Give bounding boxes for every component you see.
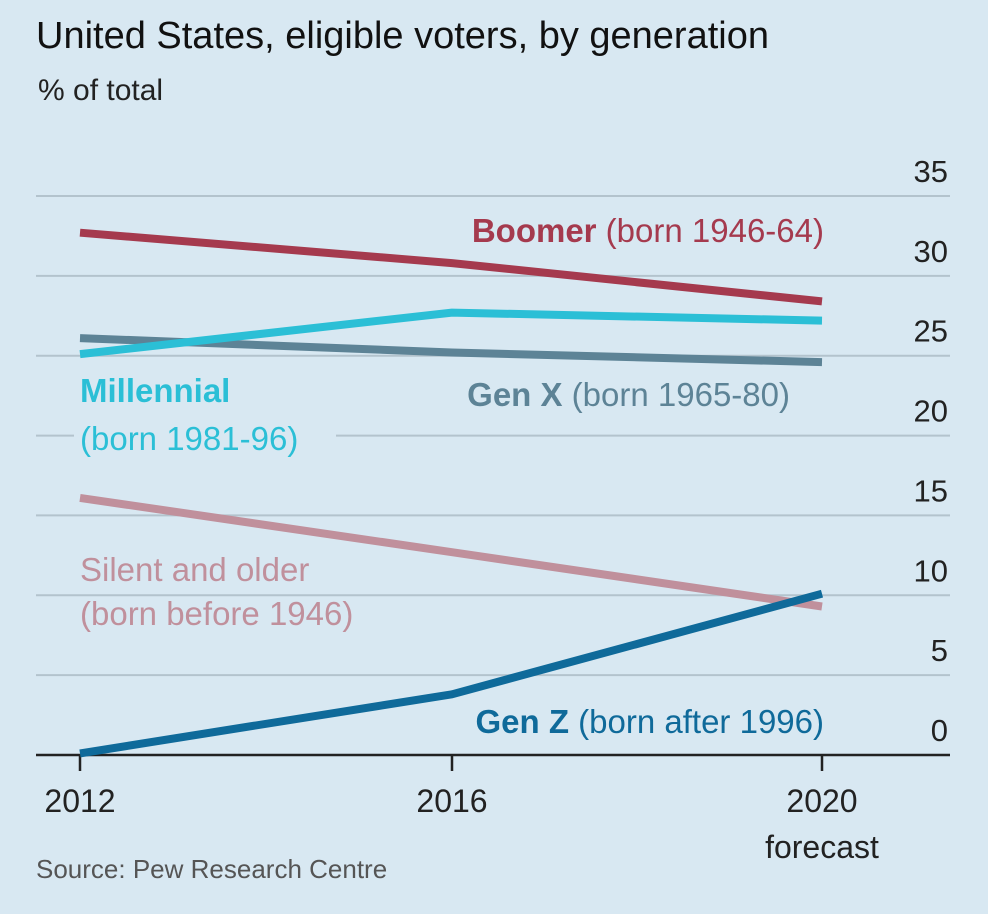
source-note: Source: Pew Research Centre (36, 854, 387, 884)
boomer-label-note: (born 1946-64) (597, 212, 824, 249)
chart-title: United States, eligible voters, by gener… (36, 15, 769, 57)
y-tick-label: 0 (931, 713, 948, 748)
genz-label-name: Gen Z (476, 703, 570, 740)
y-tick-label: 35 (914, 154, 948, 189)
y-axis-ticks: 0 5 10 15 20 25 30 35 (914, 154, 948, 748)
series-line-millennial (79, 308, 823, 359)
series-label-silent: Silent and older (born before 1946) (80, 551, 353, 632)
series-labels: Boomer (born 1946-64) Gen X (born 1965-80… (74, 212, 824, 740)
x-axis: 2012 2016 2020 forecast (36, 753, 950, 865)
millennial-label-bg (74, 420, 336, 464)
silent-label-name: Silent and older (80, 551, 309, 588)
x-tick-label: 2012 (44, 783, 115, 819)
y-tick-label: 25 (914, 314, 948, 349)
y-tick-label: 30 (914, 234, 948, 269)
genz-label: Gen Z (born after 1996) (476, 703, 825, 740)
series-lines (79, 228, 824, 758)
series-label-boomer: Boomer (born 1946-64) (472, 212, 824, 249)
genx-label-note: (born 1965-80) (563, 376, 790, 413)
series-line-gen-z (79, 589, 824, 758)
series-label-millennial: Millennial (born 1981-96) (74, 372, 336, 464)
y-tick-label: 15 (914, 473, 948, 508)
x-tick-sublabel: forecast (765, 829, 879, 865)
silent-label-note: (born before 1946) (80, 595, 353, 632)
x-tick-label: 2016 (416, 783, 487, 819)
genx-label-name: Gen X (467, 376, 562, 413)
millennial-label-name: Millennial (80, 372, 230, 409)
series-label-gen-z: Gen Z (born after 1996) (476, 703, 825, 740)
millennial-label-note: (born 1981-96) (80, 420, 298, 457)
y-tick-label: 10 (914, 553, 948, 588)
series-label-gen-x: Gen X (born 1965-80) (467, 376, 790, 413)
genx-label: Gen X (born 1965-80) (467, 376, 790, 413)
x-tick-label: 2020 (786, 783, 857, 819)
boomer-label: Boomer (born 1946-64) (472, 212, 824, 249)
y-tick-label: 5 (931, 633, 948, 668)
series-line-boomer (79, 228, 823, 306)
boomer-label-name: Boomer (472, 212, 597, 249)
y-tick-label: 20 (914, 394, 948, 429)
series-line-silent-and-older (79, 493, 823, 611)
chart-subtitle: % of total (38, 74, 163, 107)
genz-label-note: (born after 1996) (569, 703, 824, 740)
